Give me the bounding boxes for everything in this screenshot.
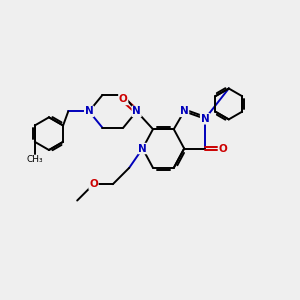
Text: N: N	[201, 114, 209, 124]
Text: O: O	[89, 179, 98, 189]
Text: N: N	[138, 143, 147, 154]
Text: CH₃: CH₃	[26, 155, 43, 164]
Text: O: O	[119, 94, 128, 104]
Text: N: N	[85, 106, 93, 116]
Text: N: N	[132, 106, 141, 116]
Text: O: O	[218, 143, 227, 154]
Text: N: N	[180, 106, 189, 116]
